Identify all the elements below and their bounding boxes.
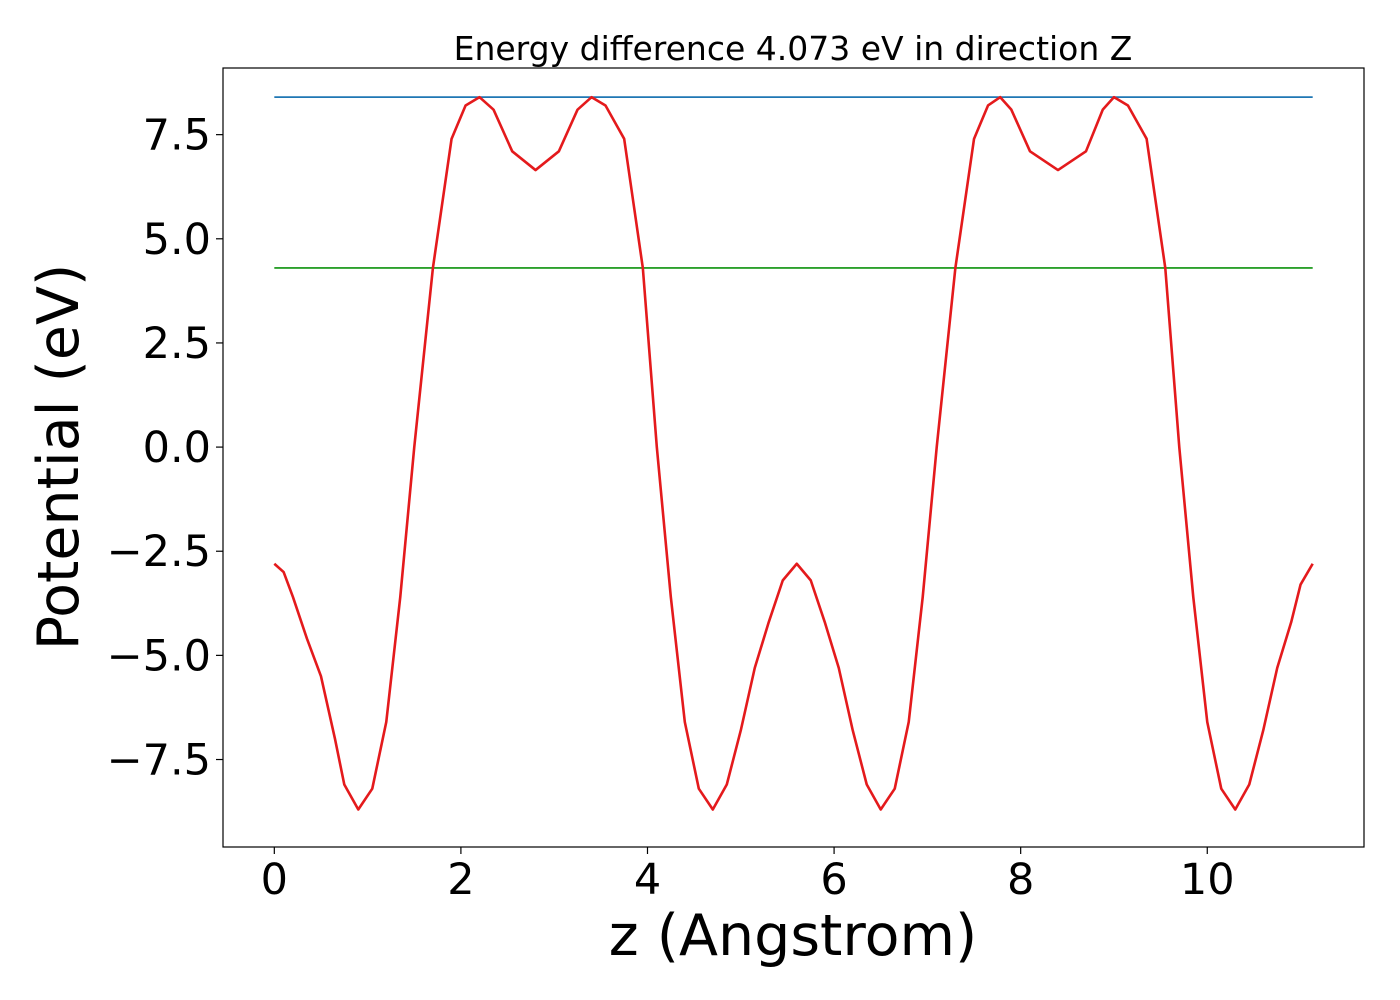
y-tick-label: −2.5 xyxy=(107,527,211,577)
x-axis: 0 2 4 6 8 10 xyxy=(261,847,1235,905)
y-tick-label: 2.5 xyxy=(143,319,211,369)
y-axis: −7.5 −5.0 −2.5 0.0 2.5 5.0 7.5 xyxy=(107,111,223,786)
y-axis-label: Potential (eV) xyxy=(26,264,92,650)
x-tick-label: 6 xyxy=(820,855,847,905)
x-tick-label: 0 xyxy=(261,855,288,905)
y-tick-label: −7.5 xyxy=(107,736,211,786)
x-axis-label: z (Angstrom) xyxy=(609,903,977,969)
x-tick-label: 8 xyxy=(1007,855,1034,905)
plot-frame xyxy=(222,67,1365,848)
x-tick-label: 2 xyxy=(447,855,474,905)
series-layer xyxy=(273,95,1314,811)
chart-title: Energy difference 4.073 eV in direction … xyxy=(454,29,1133,68)
potential-curve xyxy=(273,95,1314,811)
y-tick-label: −5.0 xyxy=(107,631,211,681)
x-tick-label: 10 xyxy=(1180,855,1235,905)
x-tick-label: 4 xyxy=(634,855,661,905)
y-tick-label: 5.0 xyxy=(143,215,211,265)
y-tick-label: 0.0 xyxy=(143,423,211,473)
y-tick-label: 7.5 xyxy=(143,111,211,161)
